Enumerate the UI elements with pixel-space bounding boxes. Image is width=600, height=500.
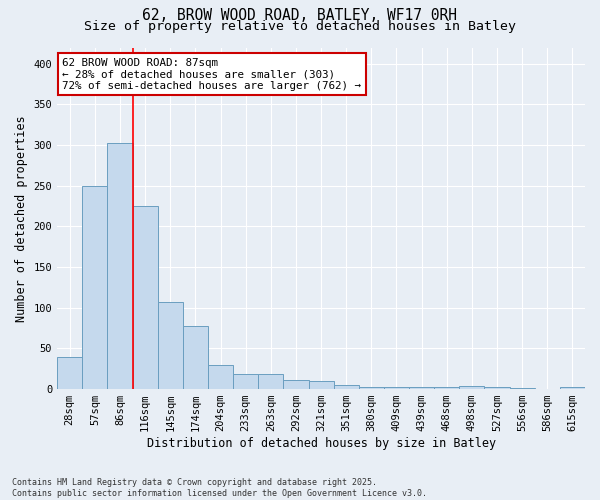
- Bar: [334, 385, 359, 389]
- X-axis label: Distribution of detached houses by size in Batley: Distribution of detached houses by size …: [146, 437, 496, 450]
- Bar: [460, 386, 484, 389]
- Bar: [133, 206, 158, 389]
- Bar: [183, 326, 208, 389]
- Bar: [409, 386, 434, 389]
- Text: 62 BROW WOOD ROAD: 87sqm
← 28% of detached houses are smaller (303)
72% of semi-: 62 BROW WOOD ROAD: 87sqm ← 28% of detach…: [62, 58, 361, 91]
- Bar: [509, 388, 535, 389]
- Bar: [484, 388, 509, 389]
- Text: 62, BROW WOOD ROAD, BATLEY, WF17 0RH: 62, BROW WOOD ROAD, BATLEY, WF17 0RH: [143, 8, 458, 22]
- Text: Contains HM Land Registry data © Crown copyright and database right 2025.
Contai: Contains HM Land Registry data © Crown c…: [12, 478, 427, 498]
- Bar: [107, 144, 133, 389]
- Bar: [82, 186, 107, 389]
- Bar: [208, 364, 233, 389]
- Bar: [258, 374, 283, 389]
- Bar: [434, 388, 460, 389]
- Bar: [308, 381, 334, 389]
- Bar: [233, 374, 258, 389]
- Bar: [283, 380, 308, 389]
- Bar: [359, 386, 384, 389]
- Text: Size of property relative to detached houses in Batley: Size of property relative to detached ho…: [84, 20, 516, 33]
- Bar: [57, 356, 82, 389]
- Bar: [158, 302, 183, 389]
- Bar: [384, 388, 409, 389]
- Bar: [560, 388, 585, 389]
- Y-axis label: Number of detached properties: Number of detached properties: [15, 115, 28, 322]
